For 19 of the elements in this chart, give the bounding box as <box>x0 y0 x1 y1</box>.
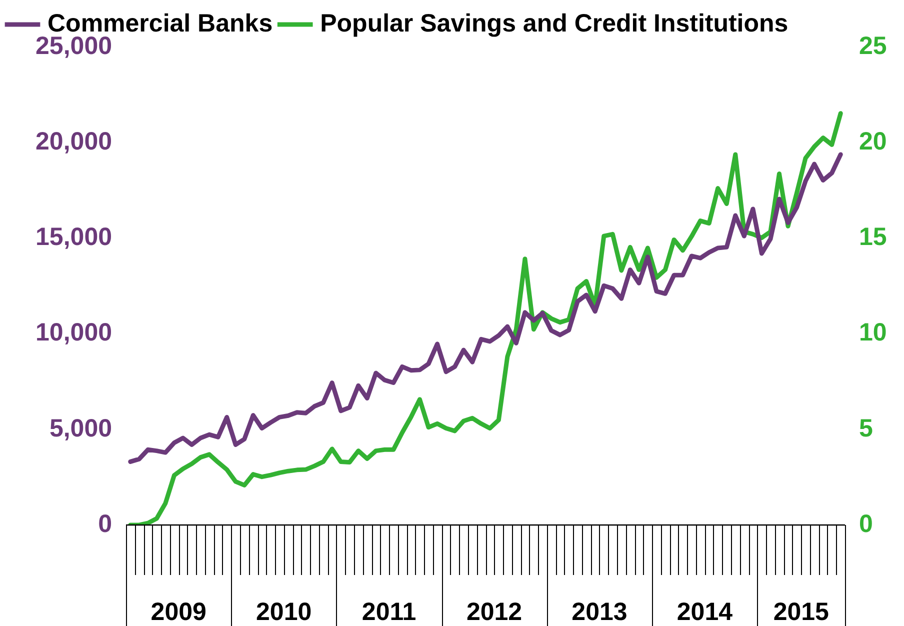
y2-tick-label: 0 <box>859 510 873 538</box>
x-tick-label: 2015 <box>773 598 830 626</box>
y-tick-label: 15,000 <box>36 223 112 252</box>
x-tick-label: 2010 <box>256 598 312 626</box>
y-tick-label: 5,000 <box>49 414 112 442</box>
x-tick-label: 2012 <box>466 598 522 626</box>
y2-tick-label: 20 <box>859 127 887 156</box>
y2-tick-label: 15 <box>859 223 887 252</box>
x-tick-label: 2011 <box>362 598 416 626</box>
y-tick-label: 10,000 <box>36 318 112 347</box>
y2-tick-label: 5 <box>859 414 873 442</box>
y-tick-label: 20,000 <box>36 127 112 156</box>
x-tick-label: 2014 <box>676 598 733 626</box>
y2-tick-label: 25 <box>859 32 887 60</box>
x-tick-label: 2009 <box>150 598 206 626</box>
y-tick-label: 0 <box>98 510 112 538</box>
x-tick-label: 2013 <box>572 598 628 626</box>
y2-tick-label: 10 <box>859 318 887 347</box>
legend-label: Popular Savings and Credit Institutions <box>320 9 788 38</box>
